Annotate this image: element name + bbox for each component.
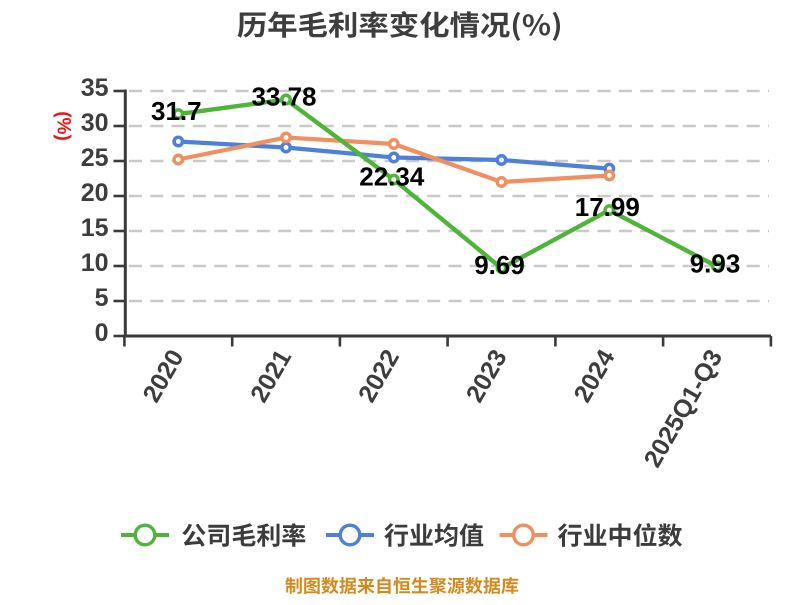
- svg-text:9.69: 9.69: [474, 250, 525, 280]
- svg-text:17.99: 17.99: [575, 192, 640, 222]
- svg-text:0: 0: [95, 319, 109, 347]
- svg-text:33.78: 33.78: [251, 82, 316, 112]
- svg-text:(%): (%): [53, 111, 74, 141]
- svg-text:22.34: 22.34: [359, 162, 425, 192]
- svg-text:35: 35: [81, 74, 109, 102]
- svg-text:5: 5: [95, 284, 109, 312]
- svg-text:31.7: 31.7: [151, 96, 202, 126]
- svg-text:20: 20: [81, 179, 109, 207]
- svg-text:9.93: 9.93: [690, 249, 741, 279]
- svg-text:15: 15: [81, 214, 109, 242]
- svg-text:25: 25: [81, 144, 109, 172]
- svg-text:10: 10: [81, 249, 109, 277]
- svg-text:30: 30: [81, 109, 109, 137]
